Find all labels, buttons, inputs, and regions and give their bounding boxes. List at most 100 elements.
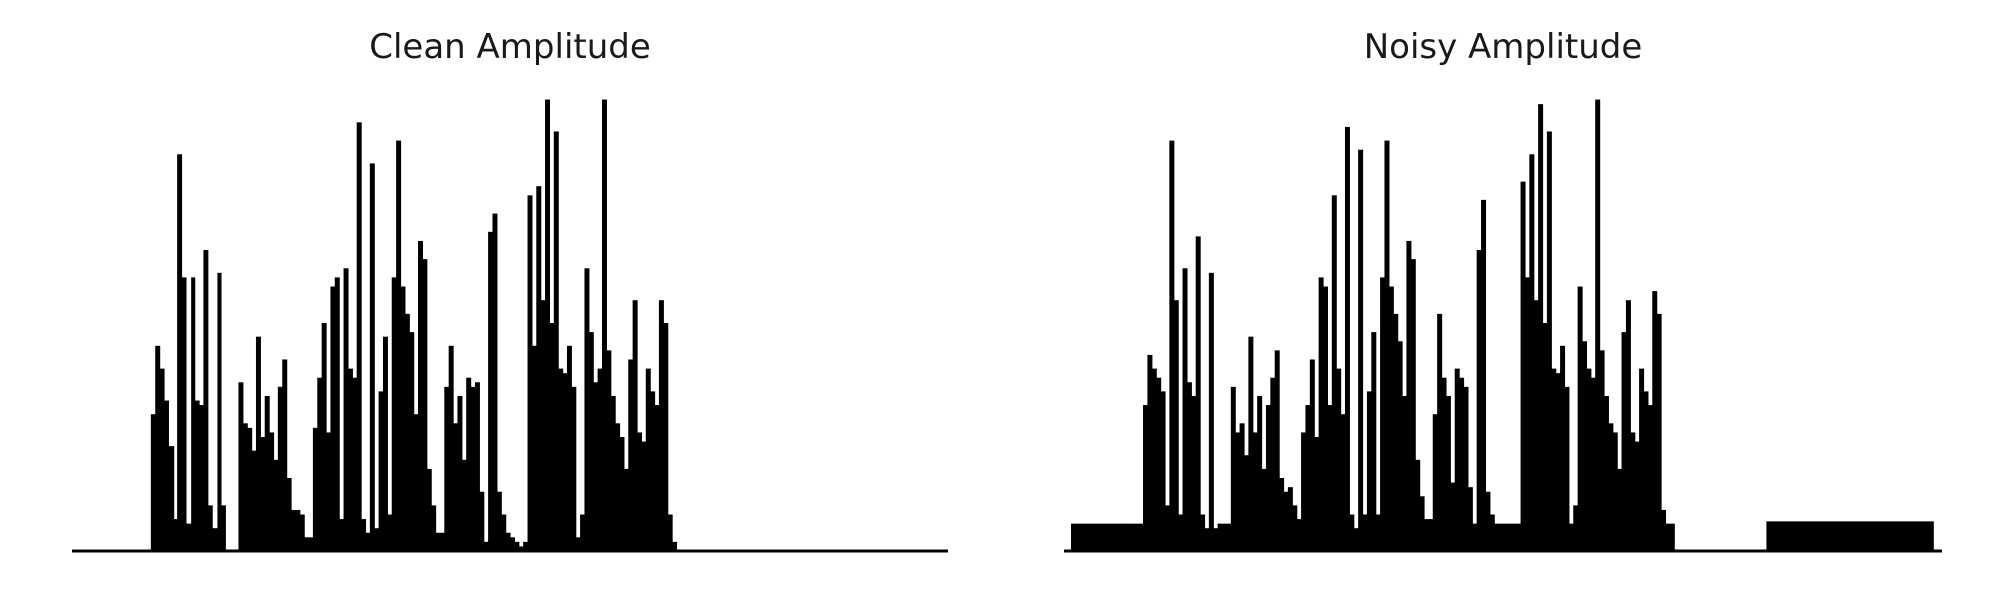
amplitude-segment-0-51 xyxy=(382,336,388,551)
amplitude-segment-1-35 xyxy=(1292,505,1298,551)
amplitude-segment-1-98 xyxy=(1595,99,1601,551)
amplitude-segment-0-39 xyxy=(330,286,336,551)
amplitude-segment-1-73 xyxy=(1463,386,1469,551)
amplitude-segment-1-112 xyxy=(1656,313,1662,551)
amplitude-segment-0-101 xyxy=(606,350,612,551)
chart-title-clean: Clean Amplitude xyxy=(369,27,651,67)
noisy-amplitude-plot xyxy=(1064,99,1942,553)
amplitude-segment-1-101 xyxy=(1608,423,1614,551)
amplitude-segment-0-36 xyxy=(317,377,323,551)
amplitude-segment-0-64 xyxy=(444,386,450,551)
amplitude-segment-1-17 xyxy=(1204,528,1210,551)
amplitude-segment-1-113 xyxy=(1661,509,1667,551)
amplitude-segment-1-54 xyxy=(1375,514,1381,551)
amplitude-segment-0-40 xyxy=(334,277,340,551)
amplitude-segment-0-58 xyxy=(413,414,419,551)
amplitude-segment-1-66 xyxy=(1432,414,1438,551)
amplitude-segment-1-109 xyxy=(1643,391,1649,551)
amplitude-segment-0-13 xyxy=(203,250,209,552)
amplitude-segment-0-90 xyxy=(558,368,564,551)
amplitude-segment-0-113 xyxy=(658,300,664,551)
amplitude-segment-1-57 xyxy=(1388,286,1394,551)
amplitude-segment-0-109 xyxy=(641,441,647,551)
amplitude-segment-0-74 xyxy=(488,231,494,552)
amplitude-segment-1-19 xyxy=(1213,528,1219,551)
amplitude-segment-1-37 xyxy=(1301,432,1307,551)
amplitude-segment-0-12 xyxy=(199,405,204,551)
amplitude-segment-1-78 xyxy=(1485,491,1491,551)
amplitude-segment-1-9 xyxy=(1169,140,1175,551)
amplitude-segment-0-112 xyxy=(654,405,660,551)
amplitude-segment-1-74 xyxy=(1467,487,1473,551)
amplitude-segment-0-72 xyxy=(479,491,485,551)
amplitude-segment-1-3 xyxy=(1143,405,1149,551)
amplitude-segment-0-44 xyxy=(352,377,358,551)
amplitude-segment-1-116 xyxy=(1766,521,1934,551)
amplitude-segment-1-92 xyxy=(1568,523,1574,551)
amplitude-segment-1-95 xyxy=(1582,341,1588,551)
amplitude-segment-1-4 xyxy=(1147,354,1153,551)
amplitude-segment-0-94 xyxy=(575,537,581,551)
amplitude-segment-0-77 xyxy=(501,514,507,551)
amplitude-segment-0-105 xyxy=(623,468,629,551)
amplitude-segment-0-108 xyxy=(637,432,642,551)
amplitude-segment-0-20 xyxy=(242,423,248,551)
amplitude-segment-1-46 xyxy=(1340,414,1346,551)
amplitude-segment-0-19 xyxy=(238,382,244,551)
amplitude-segment-0-9 xyxy=(185,523,192,551)
amplitude-segment-0-73 xyxy=(483,541,489,551)
amplitude-segment-0-54 xyxy=(396,140,402,551)
amplitude-segment-1-68 xyxy=(1441,377,1447,551)
amplitude-segment-1-13 xyxy=(1186,382,1192,551)
amplitude-segment-0-11 xyxy=(194,400,200,551)
amplitude-segment-1-22 xyxy=(1235,432,1241,551)
amplitude-segment-0-24 xyxy=(260,437,266,551)
amplitude-segment-1-104 xyxy=(1621,332,1627,551)
amplitude-segment-1-102 xyxy=(1612,432,1618,551)
amplitude-segment-0-37 xyxy=(321,323,327,551)
amplitude-segment-0-33 xyxy=(299,514,305,551)
amplitude-segment-1-53 xyxy=(1371,332,1377,551)
amplitude-segment-1-88 xyxy=(1551,368,1557,551)
amplitude-segment-1-99 xyxy=(1599,350,1605,551)
amplitude-segment-1-103 xyxy=(1617,468,1623,551)
amplitude-segment-1-20 xyxy=(1217,523,1232,551)
amplitude-segment-0-21 xyxy=(247,427,253,551)
amplitude-segment-0-103 xyxy=(615,423,621,551)
amplitude-segment-1-83 xyxy=(1529,154,1535,551)
amplitude-segment-1-23 xyxy=(1239,423,1245,551)
amplitude-segment-0-92 xyxy=(566,345,572,551)
amplitude-segment-1-14 xyxy=(1191,395,1197,551)
amplitude-segment-0-17 xyxy=(220,505,226,551)
amplitude-segment-1-59 xyxy=(1397,341,1403,551)
amplitude-segment-1-34 xyxy=(1287,487,1293,551)
amplitude-segment-1-60 xyxy=(1402,395,1408,551)
amplitude-segment-1-62 xyxy=(1410,259,1416,551)
amplitude-segment-1-106 xyxy=(1630,432,1636,551)
amplitude-segment-0-2 xyxy=(155,345,161,551)
amplitude-segment-0-55 xyxy=(400,286,406,551)
amplitude-segment-1-18 xyxy=(1208,272,1214,551)
amplitude-segment-1-42 xyxy=(1323,286,1328,551)
amplitude-segment-1-26 xyxy=(1252,432,1258,551)
amplitude-segment-1-27 xyxy=(1257,395,1263,551)
amplitude-segment-1-64 xyxy=(1419,496,1425,551)
amplitude-segment-0-48 xyxy=(369,163,375,551)
amplitude-segment-0-107 xyxy=(632,300,638,551)
amplitude-segment-0-75 xyxy=(492,213,498,551)
amplitude-segment-1-28 xyxy=(1261,468,1267,551)
amplitude-segment-1-1 xyxy=(1071,523,1127,551)
amplitude-segment-0-52 xyxy=(387,514,393,551)
amplitude-segment-1-31 xyxy=(1274,350,1280,551)
amplitude-segment-0-30 xyxy=(286,478,292,551)
amplitude-segment-0-38 xyxy=(326,432,332,551)
amplitude-segment-0-81 xyxy=(518,546,524,551)
amplitude-segment-1-15 xyxy=(1195,236,1201,552)
amplitude-segment-1-7 xyxy=(1160,391,1166,551)
amplitude-segment-1-89 xyxy=(1555,373,1561,551)
amplitude-segment-0-34 xyxy=(304,537,314,551)
amplitude-segment-1-52 xyxy=(1366,391,1372,551)
amplitude-segment-0-1 xyxy=(150,414,156,551)
amplitude-segment-0-116 xyxy=(672,541,678,551)
